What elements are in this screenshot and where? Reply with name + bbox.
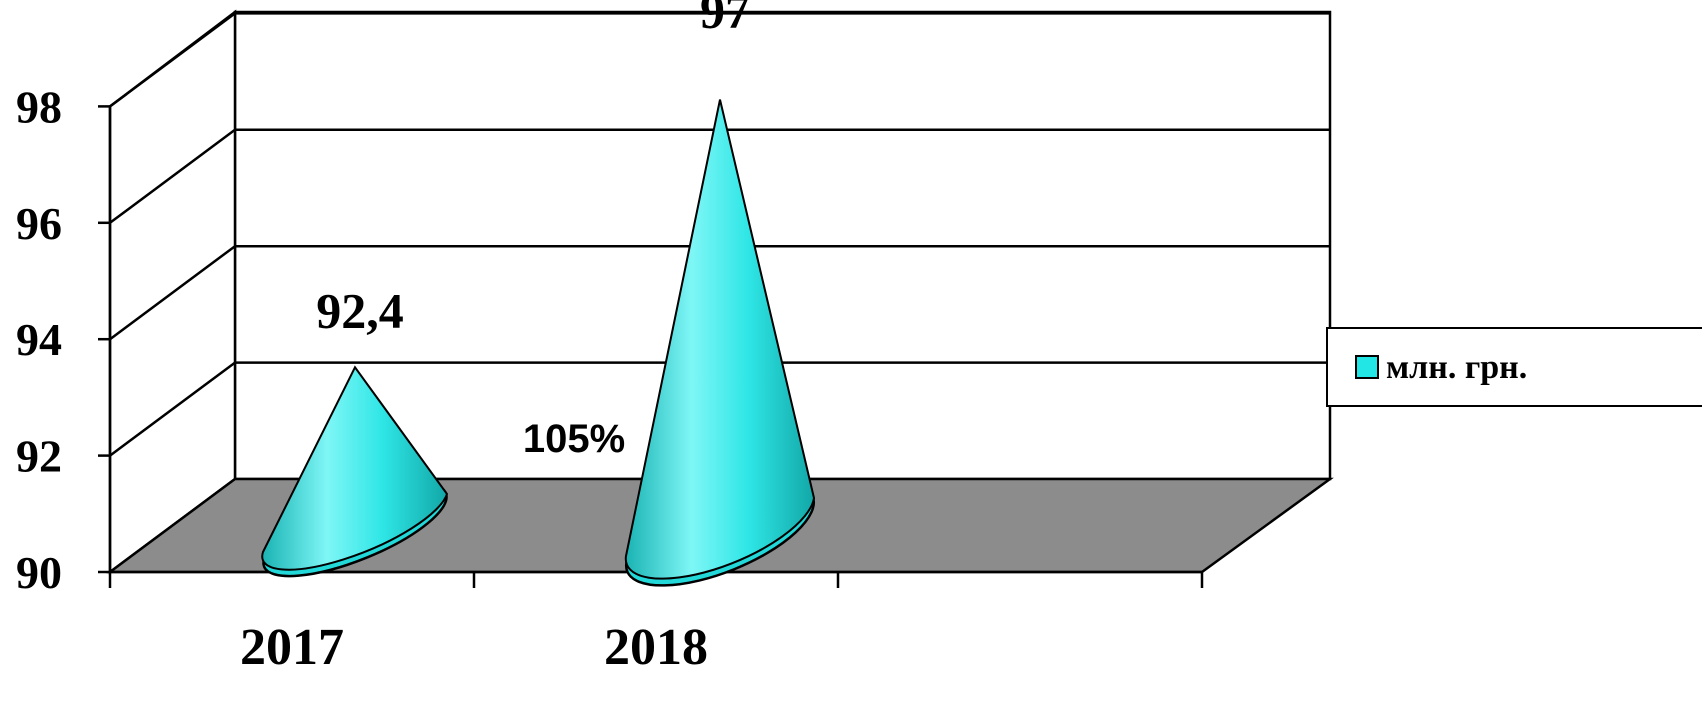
side-gridline-92 [109, 361, 236, 457]
y-axis: 90 92 94 96 98 [16, 81, 112, 598]
side-gridline-96 [109, 128, 236, 224]
y-tick-label: 92 [16, 431, 62, 482]
x-category-label: 2017 [240, 619, 344, 676]
legend: млн. грн. [1326, 327, 1702, 407]
data-label-2017: 92,4 [316, 282, 404, 338]
y-tick-label: 90 [16, 547, 62, 598]
cone-2018 [624, 99, 816, 587]
cone-mark [261, 365, 449, 571]
cone-2017 [261, 365, 449, 578]
data-labels: 92,4 97 105% [316, 0, 750, 461]
cone-mark [624, 99, 816, 580]
legend-label: млн. грн. [1386, 349, 1527, 386]
legend-swatch [1355, 355, 1379, 379]
x-category-label: 2018 [604, 619, 708, 676]
side-gridline-94 [109, 245, 236, 341]
data-label-2018: 97 [700, 0, 750, 39]
x-axis: 2017 2018 [108, 570, 1204, 676]
y-tick-label: 96 [16, 198, 62, 249]
side-gridline-98 [109, 12, 236, 108]
y-tick-label: 94 [16, 314, 62, 365]
legend-box [1326, 327, 1702, 407]
y-tick-label: 98 [16, 81, 62, 132]
cone-series [261, 99, 816, 587]
growth-annotation: 105% [523, 417, 625, 461]
